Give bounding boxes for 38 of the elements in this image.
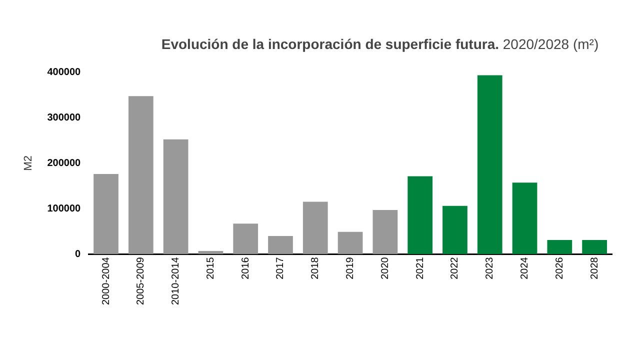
bar: [268, 236, 293, 254]
y-tick-label: 400000: [47, 66, 81, 78]
bar: [163, 139, 188, 254]
x-tick-label: 2021: [414, 256, 426, 280]
bar: [198, 250, 224, 254]
bar: [512, 182, 538, 254]
chart-subtitle: 2020/2028 (m²): [502, 36, 599, 52]
x-tick-label: 2019: [345, 256, 356, 280]
x-tick-label: 2016: [240, 256, 252, 280]
x-tick-label: 2022: [450, 256, 461, 280]
x-tick-label: 2000-2004: [100, 256, 112, 306]
bar: [233, 224, 258, 254]
x-tick-label: 2028: [589, 256, 600, 280]
bar: [582, 240, 607, 254]
y-axis-title: M2: [22, 155, 35, 171]
bar: [128, 96, 154, 254]
bar: [302, 202, 328, 254]
bar: [338, 232, 363, 254]
bar: [408, 176, 433, 254]
x-tick-label: 2018: [310, 256, 322, 280]
x-tick-label: 2026: [554, 256, 566, 280]
x-tick-label: 2005-2009: [136, 256, 147, 306]
x-tick-label: 2020: [380, 256, 391, 280]
y-tick-label: 300000: [47, 112, 81, 124]
x-tick-label: 2017: [275, 256, 286, 280]
chart-title: Evolución de la incorporación de superficie futura.: [161, 36, 499, 52]
y-tick-label: 100000: [47, 203, 81, 214]
y-tick-label: 0: [75, 248, 82, 260]
bar: [442, 206, 468, 254]
bar: [547, 240, 572, 254]
bar: [477, 75, 502, 254]
y-tick-label: 200000: [47, 158, 81, 169]
bar: [372, 210, 398, 254]
x-tick-label: 2010-2014: [170, 256, 182, 306]
x-tick-label: 2023: [484, 256, 496, 280]
bar: [94, 174, 118, 254]
x-tick-label: 2015: [205, 256, 216, 280]
x-tick-label: 2024: [520, 256, 531, 280]
